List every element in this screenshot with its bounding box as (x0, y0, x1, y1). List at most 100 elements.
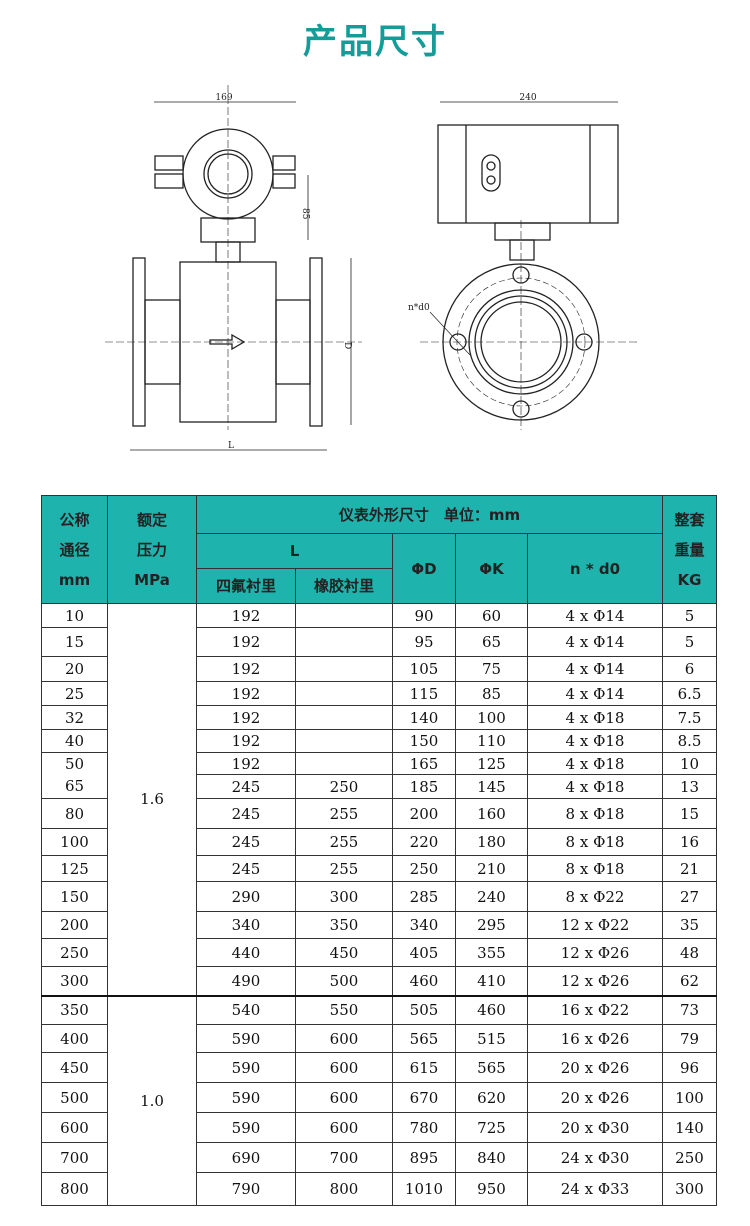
cell-weight: 27 (662, 881, 717, 912)
table-row: 100 245 255 220 180 8 x Φ18 16 (41, 828, 717, 856)
cell-rubber (295, 627, 393, 657)
cell-ptfe: 440 (196, 938, 296, 967)
cell-rubber (295, 603, 393, 628)
cell-dn: 15 (41, 627, 108, 657)
cell-K: 60 (455, 603, 528, 628)
cell-K: 65 (455, 627, 528, 657)
cell-nd0: 4 x Φ18 (527, 729, 663, 753)
cell-ptfe: 192 (196, 752, 296, 775)
cell-rubber (295, 681, 393, 706)
table-row: 32 192 140 100 4 x Φ18 7.5 (41, 705, 717, 730)
cell-dn: 450 (41, 1052, 108, 1083)
cell-nd0: 12 x Φ26 (527, 938, 663, 967)
cell-ptfe: 192 (196, 656, 296, 682)
cell-rubber: 700 (295, 1142, 393, 1173)
cell-weight: 21 (662, 855, 717, 882)
cell-nd0: 4 x Φ14 (527, 656, 663, 682)
cell-dn: 50 (41, 752, 108, 775)
cell-dn: 80 (41, 798, 108, 829)
cell-K: 355 (455, 938, 528, 967)
table-row: 125 245 255 250 210 8 x Φ18 21 (41, 855, 717, 882)
cell-D: 115 (392, 681, 456, 706)
cell-ptfe: 590 (196, 1082, 296, 1113)
cell-D: 405 (392, 938, 456, 967)
cell-rubber: 500 (295, 966, 393, 996)
cell-K: 180 (455, 828, 528, 856)
header-pressure: 额定 压力 MPa (107, 495, 197, 604)
cell-dn: 300 (41, 966, 108, 996)
cell-K: 950 (455, 1172, 528, 1206)
cell-ptfe: 245 (196, 798, 296, 829)
cell-weight: 13 (662, 774, 717, 799)
table-row: 800 790 800 1010 950 24 x Φ33 300 (41, 1172, 717, 1206)
cell-ptfe: 245 (196, 828, 296, 856)
cell-K: 160 (455, 798, 528, 829)
cell-nd0: 20 x Φ26 (527, 1052, 663, 1083)
cell-dn: 20 (41, 656, 108, 682)
cell-rubber: 800 (295, 1172, 393, 1206)
cell-weight: 10 (662, 752, 717, 775)
cell-nd0: 4 x Φ14 (527, 603, 663, 628)
cell-weight: 7.5 (662, 705, 717, 730)
cell-dn: 32 (41, 705, 108, 730)
header-dn: 公称 通径 mm (41, 495, 108, 604)
cell-rubber (295, 656, 393, 682)
cell-pressure: 1.6 (107, 603, 197, 996)
cell-ptfe: 245 (196, 774, 296, 799)
cell-K: 125 (455, 752, 528, 775)
header-pressure-2: 压力 (136, 540, 167, 559)
cell-nd0: 8 x Φ18 (527, 855, 663, 882)
cell-D: 780 (392, 1112, 456, 1143)
cell-nd0: 20 x Φ26 (527, 1082, 663, 1113)
cell-weight: 15 (662, 798, 717, 829)
cell-dn: 10 (41, 603, 108, 628)
cell-dn: 40 (41, 729, 108, 753)
table-row: 50 192 165 125 4 x Φ18 10 (41, 752, 717, 775)
header-dn-2: 通径 (59, 540, 90, 559)
table-row: 600 590 600 780 725 20 x Φ30 140 (41, 1112, 717, 1143)
cell-dn: 500 (41, 1082, 108, 1113)
cell-D: 90 (392, 603, 456, 628)
page-title: 产品尺寸 (303, 22, 447, 62)
cell-nd0: 20 x Φ30 (527, 1112, 663, 1143)
cell-ptfe: 590 (196, 1024, 296, 1053)
cell-weight: 73 (662, 994, 717, 1025)
table-row: 250 440 450 405 355 12 x Φ26 48 (41, 938, 717, 967)
flowmeter-dimension-drawing: 169 85 D L 240 n*d0 (105, 85, 640, 451)
cell-ptfe: 340 (196, 911, 296, 939)
cell-dn: 125 (41, 855, 108, 882)
cell-D: 565 (392, 1024, 456, 1053)
side-view: 240 n*d0 (408, 93, 640, 430)
header-pressure-3: MPa (134, 570, 170, 589)
cell-nd0: 4 x Φ18 (527, 774, 663, 799)
cell-rubber: 250 (295, 774, 393, 799)
cell-pressure: 1.0 (107, 994, 197, 1206)
cell-weight: 8.5 (662, 729, 717, 753)
cell-weight: 5 (662, 627, 717, 657)
cell-K: 515 (455, 1024, 528, 1053)
cell-nd0: 16 x Φ22 (527, 994, 663, 1025)
cell-D: 140 (392, 705, 456, 730)
cell-ptfe: 192 (196, 627, 296, 657)
header-dn-3: mm (58, 570, 91, 589)
cell-D: 165 (392, 752, 456, 775)
cell-K: 565 (455, 1052, 528, 1083)
cell-D: 670 (392, 1082, 456, 1113)
cell-ptfe: 590 (196, 1112, 296, 1143)
cell-D: 460 (392, 966, 456, 996)
dim-169: 169 (215, 93, 232, 103)
cell-weight: 6.5 (662, 681, 717, 706)
table-row: 350 1.0 540 550 505 460 16 x Φ22 73 (41, 994, 717, 1206)
cell-K: 110 (455, 729, 528, 753)
header-weight: 整套 重量 KG (662, 495, 717, 604)
dim-85: 85 (300, 208, 310, 220)
cell-ptfe: 192 (196, 681, 296, 706)
table-row: 300 490 500 460 410 12 x Φ26 62 (41, 966, 717, 996)
cell-rubber (295, 752, 393, 775)
cell-weight: 79 (662, 1024, 717, 1053)
header-weight-1: 整套 (674, 510, 705, 529)
cell-rubber: 255 (295, 855, 393, 882)
cell-rubber: 255 (295, 828, 393, 856)
cell-D: 150 (392, 729, 456, 753)
cell-dn: 100 (41, 828, 108, 856)
